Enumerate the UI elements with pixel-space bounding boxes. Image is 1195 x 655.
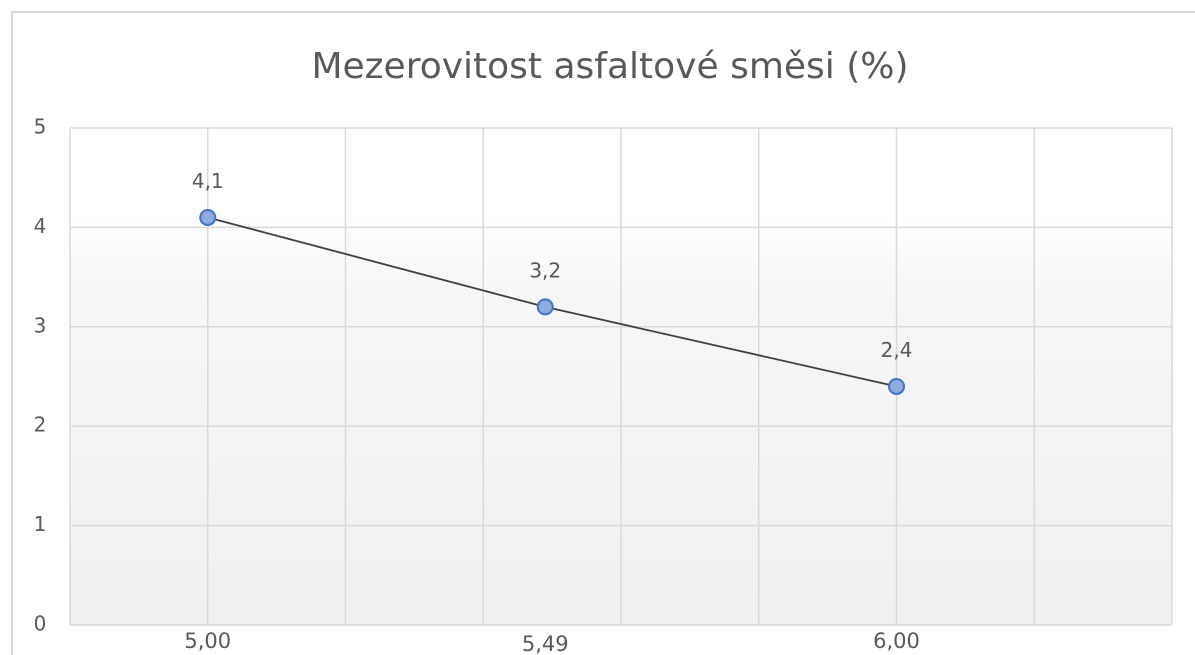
- y-tick-label: 1: [34, 512, 47, 536]
- marker: [199, 208, 217, 226]
- y-tick-label: 0: [34, 612, 47, 636]
- data-label: 2,4: [881, 338, 913, 362]
- marker: [888, 377, 905, 395]
- data-label: 4,1: [192, 169, 224, 193]
- x-tick-label: 6,00: [873, 629, 920, 653]
- marker: [536, 298, 554, 316]
- y-tick-label: 3: [34, 313, 47, 337]
- x-tick-label: 5,49: [522, 632, 569, 655]
- y-tick-label: 4: [34, 214, 47, 238]
- data-label: 3,2: [529, 258, 561, 282]
- y-tick-label: 2: [34, 413, 47, 437]
- chart-title: Mezerovitost asfaltové směsi (%): [311, 46, 908, 87]
- y-tick-label: 5: [34, 115, 47, 139]
- x-tick-label: 5,00: [184, 629, 231, 653]
